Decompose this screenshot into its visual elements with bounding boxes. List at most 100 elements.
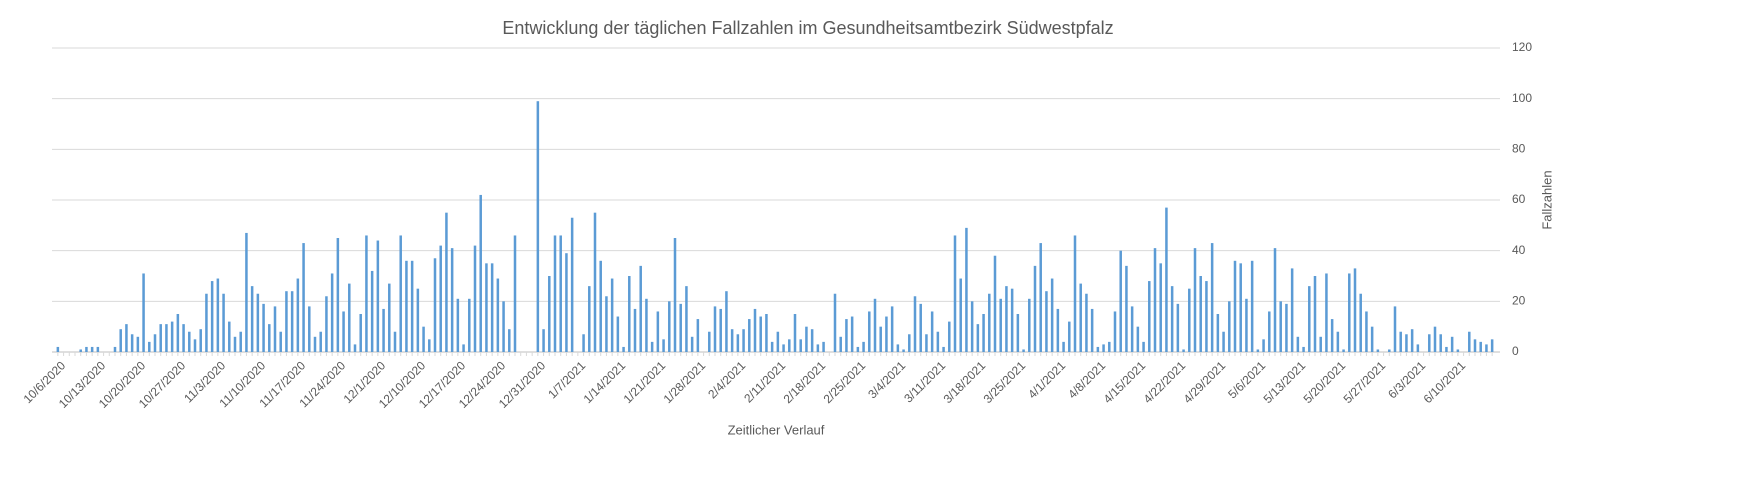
x-tick-label: 4/1/2021 (1025, 358, 1068, 401)
bar (302, 243, 305, 352)
bar (890, 306, 894, 352)
bar (1490, 339, 1494, 352)
bar (1216, 314, 1220, 352)
bar (1250, 260, 1254, 352)
bar (382, 308, 385, 352)
bar (582, 334, 585, 352)
bar (1410, 329, 1414, 352)
bar (662, 339, 665, 352)
bar (222, 293, 225, 352)
bar (165, 324, 168, 352)
bar (1113, 311, 1117, 352)
bar (753, 308, 757, 352)
bar (370, 270, 374, 352)
bar (1393, 306, 1397, 352)
bar (799, 339, 802, 352)
bar (1273, 248, 1277, 352)
bar (1096, 346, 1100, 352)
bar (1239, 263, 1242, 352)
bar (1473, 339, 1477, 352)
bar (650, 341, 654, 352)
bar (622, 346, 625, 352)
bar (348, 283, 351, 352)
bar (1045, 291, 1048, 352)
bar (1450, 336, 1454, 352)
bar (805, 326, 808, 352)
x-tick-label: 1/14/2021 (581, 358, 629, 406)
bar (593, 212, 597, 352)
bar (388, 283, 391, 352)
bar (85, 346, 88, 352)
bar (782, 344, 785, 352)
bar (130, 334, 134, 352)
bar (833, 293, 837, 352)
bar (628, 276, 631, 352)
bar (873, 298, 877, 352)
bar (1108, 341, 1111, 352)
bar (970, 301, 974, 352)
bar (645, 298, 648, 352)
bar (1365, 311, 1368, 352)
bar (125, 324, 128, 352)
bar (1296, 336, 1300, 352)
bar (296, 278, 300, 352)
bar (1033, 265, 1037, 352)
bar (839, 336, 842, 352)
bar (696, 319, 700, 352)
bar (993, 255, 997, 352)
bar (90, 346, 94, 352)
bar (1290, 268, 1294, 352)
bar (1485, 344, 1488, 352)
bar (1479, 341, 1482, 352)
y-tick-label: 20 (1512, 294, 1526, 308)
bar (1302, 346, 1305, 352)
bar (765, 314, 768, 352)
bar (153, 334, 157, 352)
bar (1188, 288, 1191, 352)
bar (1090, 308, 1094, 352)
bar (1433, 326, 1437, 352)
x-tick-label: 4/29/2021 (1181, 358, 1229, 406)
bar (713, 306, 717, 352)
x-tick-label: 5/27/2021 (1341, 358, 1389, 406)
bar (405, 260, 408, 352)
bar (330, 273, 334, 352)
bar (1325, 273, 1328, 352)
bar (199, 329, 202, 352)
bar (399, 235, 402, 352)
bar (410, 260, 414, 352)
bar (1279, 301, 1282, 352)
bar (610, 278, 614, 352)
bar (479, 194, 482, 352)
bar (999, 298, 1002, 352)
bar (930, 311, 934, 352)
bar (1353, 268, 1357, 352)
bar (559, 235, 562, 352)
bar (502, 301, 505, 352)
x-tick-label: 1/21/2021 (621, 358, 669, 406)
bar (845, 319, 848, 352)
bar (708, 331, 711, 352)
bar (1073, 235, 1077, 352)
bar (553, 235, 557, 352)
bar (770, 341, 774, 352)
bar (1330, 319, 1334, 352)
bar (810, 329, 814, 352)
bar (908, 334, 911, 352)
bar (188, 331, 191, 352)
bar (965, 227, 968, 352)
y-tick-label: 60 (1512, 192, 1526, 206)
bar (313, 336, 317, 352)
bar (450, 248, 454, 352)
bar (205, 293, 208, 352)
bar (113, 346, 117, 352)
bar (1370, 326, 1374, 352)
bar (1199, 276, 1202, 352)
bar (468, 298, 471, 352)
bar (1085, 293, 1088, 352)
bar (862, 341, 865, 352)
bar (1159, 263, 1162, 352)
bar (176, 314, 180, 352)
bar (1142, 341, 1145, 352)
bar (1342, 349, 1345, 352)
